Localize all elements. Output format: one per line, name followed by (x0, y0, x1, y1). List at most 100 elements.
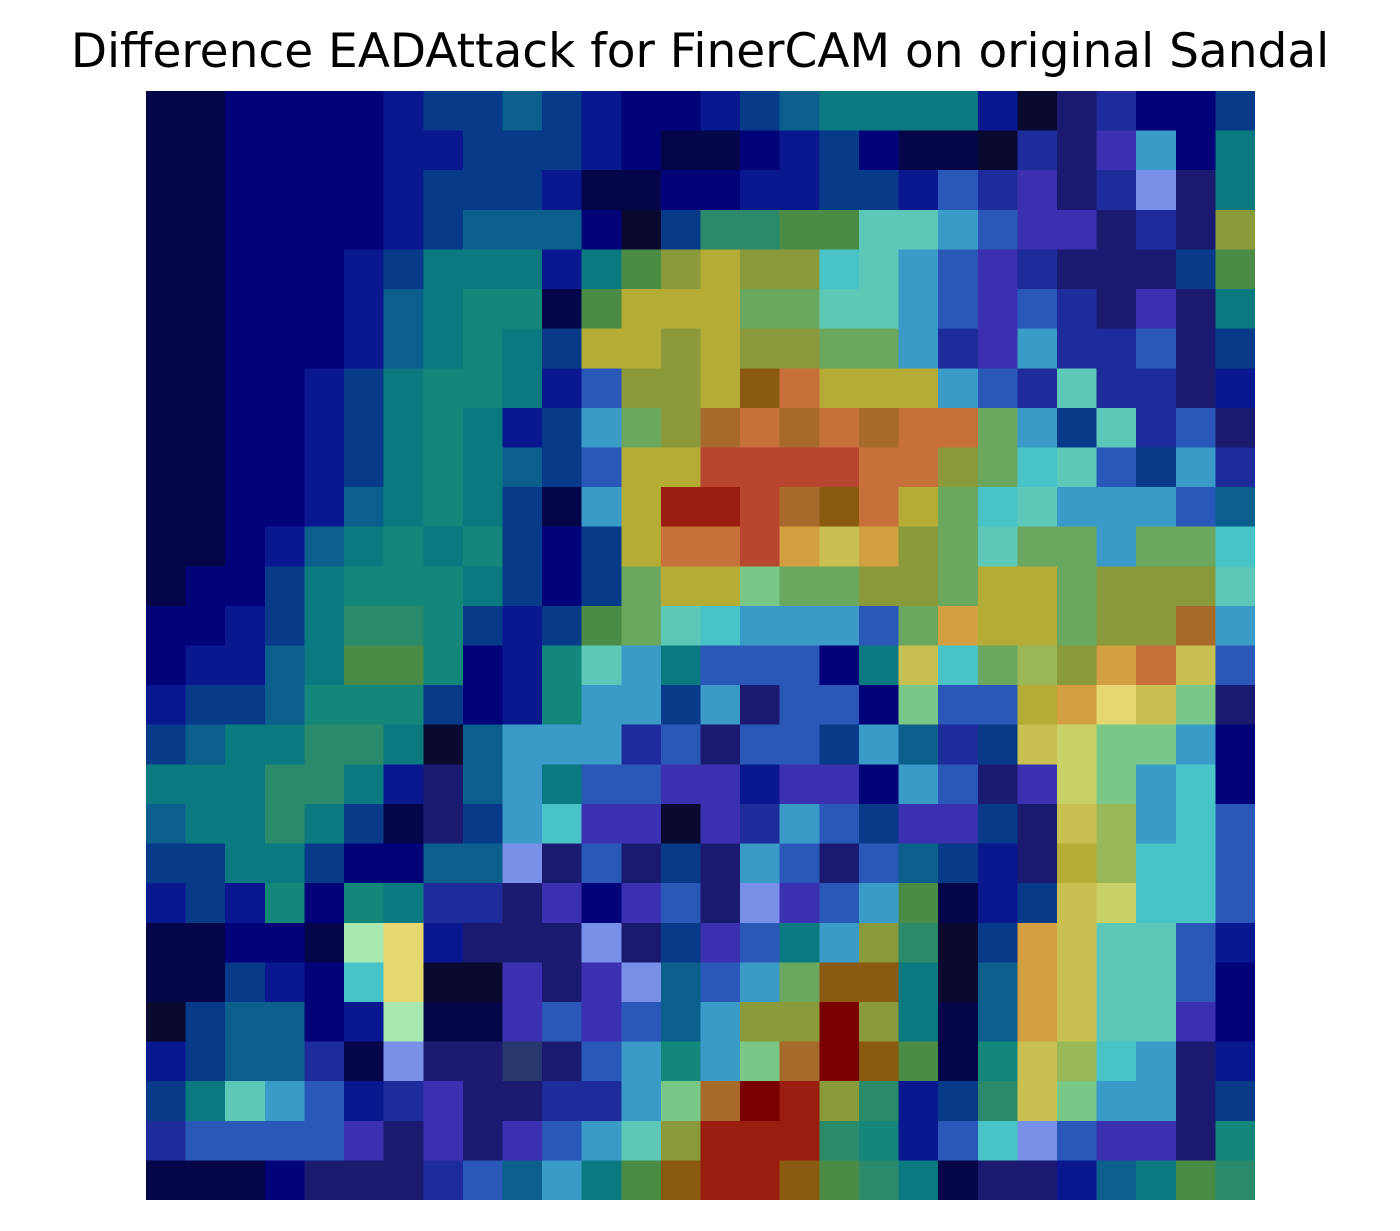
heatmap-cell (898, 249, 939, 290)
heatmap-cell (344, 1081, 385, 1122)
heatmap-cell (1096, 922, 1137, 964)
heatmap-cell (819, 407, 860, 449)
heatmap-cell (185, 843, 227, 884)
heatmap-cell (858, 170, 900, 211)
heatmap-cell (740, 883, 781, 924)
heatmap-cell (660, 487, 702, 528)
heatmap-cell (660, 566, 702, 607)
heatmap-cell (502, 91, 543, 132)
heatmap-cell (1096, 605, 1137, 647)
heatmap-cell (383, 526, 425, 568)
heatmap-cell (581, 289, 623, 330)
heatmap-cell (1056, 566, 1098, 607)
heatmap-cell (1136, 1160, 1177, 1200)
heatmap-cell (185, 685, 227, 726)
heatmap-cell (225, 566, 266, 607)
heatmap-cell (383, 605, 425, 647)
heatmap-cell (383, 209, 425, 251)
heatmap-cell (1136, 447, 1177, 488)
heatmap-cell (1175, 685, 1217, 726)
heatmap-cell (1017, 1160, 1058, 1200)
heatmap-cell (225, 685, 266, 726)
heatmap-cell (740, 1160, 781, 1200)
heatmap-cell (898, 645, 939, 686)
heatmap-cell (740, 685, 781, 726)
heatmap-cell (225, 130, 266, 172)
heatmap-cell (383, 883, 425, 924)
heatmap-cell (938, 130, 979, 172)
heatmap-cell (1017, 724, 1058, 766)
heatmap-cell (819, 843, 860, 884)
heatmap-cell (938, 1081, 979, 1122)
heatmap-cell (1175, 407, 1217, 449)
heatmap-cell (146, 1081, 187, 1122)
heatmap-cell (858, 764, 900, 805)
heatmap-cell (423, 1120, 464, 1162)
heatmap-cell (185, 526, 227, 568)
heatmap-cell (423, 447, 464, 488)
heatmap-cell (542, 209, 583, 251)
heatmap-cell (621, 487, 662, 528)
heatmap-cell (146, 289, 187, 330)
heatmap-cell (621, 328, 662, 370)
heatmap-cell (740, 1041, 781, 1082)
heatmap-cell (225, 1160, 266, 1200)
heatmap-cell (581, 170, 623, 211)
heatmap-cell (1175, 447, 1217, 488)
heatmap-cell (819, 289, 860, 330)
heatmap-cell (462, 1041, 504, 1082)
heatmap-cell (462, 645, 504, 686)
heatmap-cell (264, 209, 306, 251)
heatmap-cell (264, 724, 306, 766)
heatmap-cell (502, 724, 543, 766)
heatmap-cell (898, 764, 939, 805)
heatmap-cell (1175, 1041, 1217, 1082)
heatmap-cell (1056, 368, 1098, 409)
heatmap-cell (542, 170, 583, 211)
heatmap-cell (977, 289, 1019, 330)
heatmap-cell (977, 130, 1019, 172)
heatmap-cell (621, 447, 662, 488)
heatmap-cell (423, 724, 464, 766)
heatmap-cell (1096, 724, 1137, 766)
heatmap-cell (383, 407, 425, 449)
heatmap-cell (740, 922, 781, 964)
heatmap-cell (660, 91, 702, 132)
heatmap-cell (502, 645, 543, 686)
heatmap-cell (977, 91, 1019, 132)
heatmap-cell (1096, 447, 1137, 488)
heatmap-cell (858, 1160, 900, 1200)
heatmap-cell (542, 1001, 583, 1043)
heatmap-cell (1056, 883, 1098, 924)
heatmap-cell (938, 605, 979, 647)
heatmap-cell (938, 922, 979, 964)
heatmap-cell (977, 1120, 1019, 1162)
heatmap-cell (779, 605, 821, 647)
heatmap-cell (344, 685, 385, 726)
heatmap-cell (423, 1160, 464, 1200)
heatmap-cell (1136, 605, 1177, 647)
heatmap-cell (383, 962, 425, 1003)
heatmap-cell (462, 170, 504, 211)
heatmap-cell (1017, 566, 1058, 607)
heatmap-cell (542, 289, 583, 330)
heatmap-cell (1215, 368, 1255, 409)
heatmap-cell (423, 487, 464, 528)
heatmap-cell (185, 645, 227, 686)
heatmap-cell (304, 1160, 345, 1200)
heatmap-cell (621, 803, 662, 845)
heatmap-cell (185, 962, 227, 1003)
heatmap-cell (621, 130, 662, 172)
heatmap-cell (977, 566, 1019, 607)
heatmap-cell (185, 249, 227, 290)
heatmap-cell (977, 526, 1019, 568)
heatmap-cell (225, 91, 266, 132)
heatmap-cell (1136, 764, 1177, 805)
heatmap-cell (938, 487, 979, 528)
heatmap-cell (383, 1041, 425, 1082)
heatmap-cell (779, 91, 821, 132)
heatmap-cell (185, 566, 227, 607)
heatmap-cell (462, 724, 504, 766)
heatmap-cell (621, 1041, 662, 1082)
heatmap-cell (740, 170, 781, 211)
